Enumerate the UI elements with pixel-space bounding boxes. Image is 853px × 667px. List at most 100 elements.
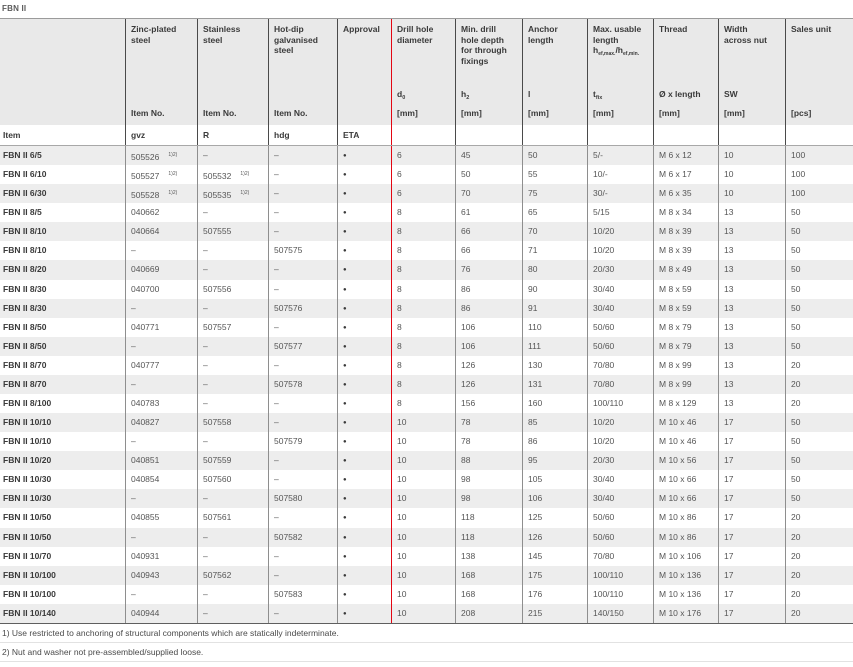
thread-cell: M 10 x 106 — [653, 546, 718, 566]
thread-cell: M 10 x 176 — [653, 603, 718, 623]
table-row: FBN II 10/10 040827 507558– ● 10 78 85 10/20 M 1… — [0, 413, 853, 433]
column-title: Zinc-plated steel — [131, 24, 177, 45]
column-title: Drill hole diameter — [397, 24, 434, 45]
sw-cell: 13 — [718, 203, 785, 223]
item-cell: FBN II 10/50 — [3, 531, 52, 542]
l-cell: 70 — [522, 222, 587, 242]
pcs-cell: 100 — [785, 165, 853, 185]
table-row: FBN II 10/50– –507582 ● 10 118 126 50/60 M 10 x… — [0, 527, 853, 547]
tfix-cell: 10/20 — [587, 241, 653, 261]
column-title: Min. drill hole depth for through fixings — [461, 24, 507, 66]
code-eta: ETA — [337, 125, 391, 145]
code-gvz: gvz — [125, 125, 197, 145]
r-cell: 507560 — [197, 470, 268, 490]
l-cell: 175 — [522, 565, 587, 585]
sw-cell: 17 — [718, 489, 785, 509]
pcs-cell: 50 — [785, 279, 853, 299]
hdg-cell: – — [268, 203, 337, 223]
tfix-cell: 10/- — [587, 165, 653, 185]
tfix-cell: 70/80 — [587, 355, 653, 375]
hdg-cell: – — [268, 165, 337, 185]
sw-cell: 13 — [718, 355, 785, 375]
table-row: FBN II 10/30 040854 507560– ● 10 98 105 30/40 M … — [0, 470, 853, 490]
hdg-cell: – — [268, 222, 337, 242]
table-header-codes: Item gvz R hdg ETA — [0, 125, 853, 146]
approval-bullet-icon: ● — [343, 343, 347, 350]
approval-bullet-icon: ● — [343, 381, 347, 388]
d0-cell: 10 — [391, 489, 455, 509]
tfix-cell: 20/30 — [587, 451, 653, 471]
tfix-cell: 30/40 — [587, 489, 653, 509]
approval-bullet-icon: ● — [343, 439, 347, 446]
pcs-cell: 50 — [785, 489, 853, 509]
pcs-cell: 50 — [785, 222, 853, 242]
item-cell: FBN II 8/30 — [3, 302, 47, 313]
pcs-cell: 20 — [785, 584, 853, 604]
item-cell: FBN II 10/10 — [3, 436, 52, 447]
unit-label: [mm] — [724, 108, 745, 118]
r-cell: – — [197, 146, 268, 166]
pcs-cell: 20 — [785, 508, 853, 528]
item-cell: FBN II 8/50 — [3, 321, 47, 332]
tfix-cell: 50/60 — [587, 508, 653, 528]
approval-bullet-icon: ● — [343, 515, 347, 522]
table-row: FBN II 8/70 040777– – ● 8 126 130 70/80 M 8 x 99… — [0, 355, 853, 375]
h2-cell: 86 — [455, 279, 522, 299]
r-cell: – — [197, 260, 268, 280]
thread-cell: M 8 x 79 — [653, 317, 718, 337]
h2-cell: 61 — [455, 203, 522, 223]
tfix-cell: 50/60 — [587, 317, 653, 337]
table-header: Zinc-plated steel Item No. Stainless steel… — [0, 19, 853, 125]
symbol-tfix: tfix — [593, 89, 603, 101]
pcs-cell: 50 — [785, 451, 853, 471]
d0-cell: 10 — [391, 546, 455, 566]
pcs-cell: 20 — [785, 355, 853, 375]
pcs-cell: 50 — [785, 241, 853, 261]
hdg-cell: – — [268, 470, 337, 490]
table-row: FBN II 10/140 040944– – ● 10 208 215 140/150 M 1… — [0, 603, 853, 623]
approval-cell: ● — [337, 317, 391, 337]
hdg-cell: – — [268, 413, 337, 433]
r-cell: 507556 — [197, 279, 268, 299]
sw-cell: 10 — [718, 184, 785, 204]
tfix-cell: 70/80 — [587, 546, 653, 566]
thread-cell: M 10 x 86 — [653, 508, 718, 528]
approval-bullet-icon: ● — [343, 191, 347, 198]
sw-cell: 10 — [718, 165, 785, 185]
tfix-cell: 30/40 — [587, 298, 653, 318]
item-cell: FBN II 8/30 — [3, 283, 47, 294]
h2-cell: 66 — [455, 222, 522, 242]
tfix-cell: 100/110 — [587, 394, 653, 414]
approval-cell: ● — [337, 584, 391, 604]
sw-cell: 10 — [718, 146, 785, 166]
table-row: FBN II 10/100 040943 507562– ● 10 168 175 100/1… — [0, 565, 853, 585]
thread-cell: M 6 x 35 — [653, 184, 718, 204]
pcs-cell: 50 — [785, 260, 853, 280]
footnote-marker: 1)2) — [168, 190, 178, 197]
gvz-cell: 040855 — [125, 508, 197, 528]
footnote-marker: 1)2) — [168, 152, 178, 158]
hdg-cell: 507578 — [268, 374, 337, 395]
table-row: FBN II 10/20 040851 507559– ● 10 88 95 20/30 M 1… — [0, 451, 853, 471]
h2-cell: 78 — [455, 413, 522, 433]
r-cell: – — [197, 603, 268, 623]
pcs-cell: 20 — [785, 546, 853, 566]
approval-bullet-icon: ● — [343, 477, 347, 484]
d0-cell: 6 — [391, 184, 455, 204]
gvz-cell: – — [125, 374, 197, 395]
item-cell: FBN II 10/140 — [3, 607, 56, 618]
d0-cell: 8 — [391, 317, 455, 337]
l-cell: 86 — [522, 432, 587, 452]
header-sales-unit: Sales unit [pcs] — [785, 19, 853, 125]
column-title: Thread — [659, 24, 688, 34]
item-no-label: Item No. — [131, 108, 165, 118]
hdg-cell: – — [268, 146, 337, 166]
item-cell: FBN II 8/70 — [3, 359, 47, 370]
pcs-cell: 50 — [785, 298, 853, 318]
tfix-cell: 10/20 — [587, 413, 653, 433]
tfix-cell: 100/110 — [587, 565, 653, 585]
approval-cell: ● — [337, 374, 391, 395]
h2-cell: 126 — [455, 374, 522, 395]
h2-cell: 98 — [455, 470, 522, 490]
hdg-cell: – — [268, 508, 337, 528]
